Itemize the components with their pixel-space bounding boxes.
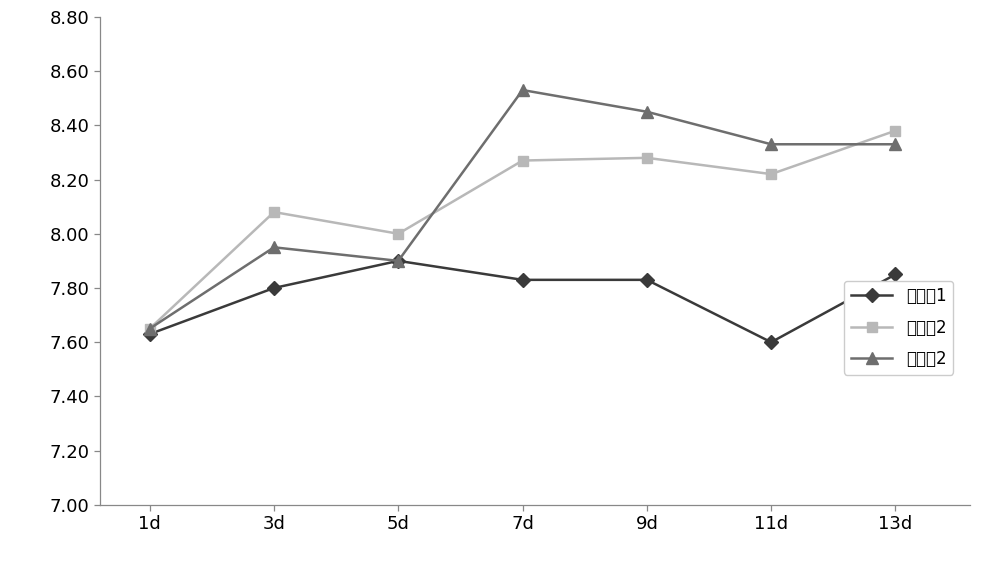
实施具2 xyxy=(641,108,653,115)
对照组1 xyxy=(517,277,529,283)
Line: 实施具2: 实施具2 xyxy=(144,85,901,334)
实施具2 xyxy=(889,141,901,148)
Line: 对照组1: 对照组1 xyxy=(145,256,900,347)
对照组1 xyxy=(268,284,280,291)
实施具2 xyxy=(268,244,280,251)
对照组2 xyxy=(765,171,777,177)
对照组2 xyxy=(641,154,653,161)
对照组2 xyxy=(392,231,404,237)
对照组1 xyxy=(765,339,777,346)
对照组2 xyxy=(268,209,280,215)
对照组1 xyxy=(144,330,156,337)
实施具2 xyxy=(144,325,156,332)
对照组2 xyxy=(517,157,529,164)
Line: 对照组2: 对照组2 xyxy=(145,126,900,333)
对照组1 xyxy=(392,257,404,264)
对照组2 xyxy=(889,127,901,134)
实施具2 xyxy=(517,87,529,94)
对照组1 xyxy=(889,271,901,278)
实施具2 xyxy=(765,141,777,148)
对照组2 xyxy=(144,325,156,332)
对照组1 xyxy=(641,277,653,283)
实施具2 xyxy=(392,257,404,264)
Legend: 对照组1, 对照组2, 实施具2: 对照组1, 对照组2, 实施具2 xyxy=(844,280,953,375)
